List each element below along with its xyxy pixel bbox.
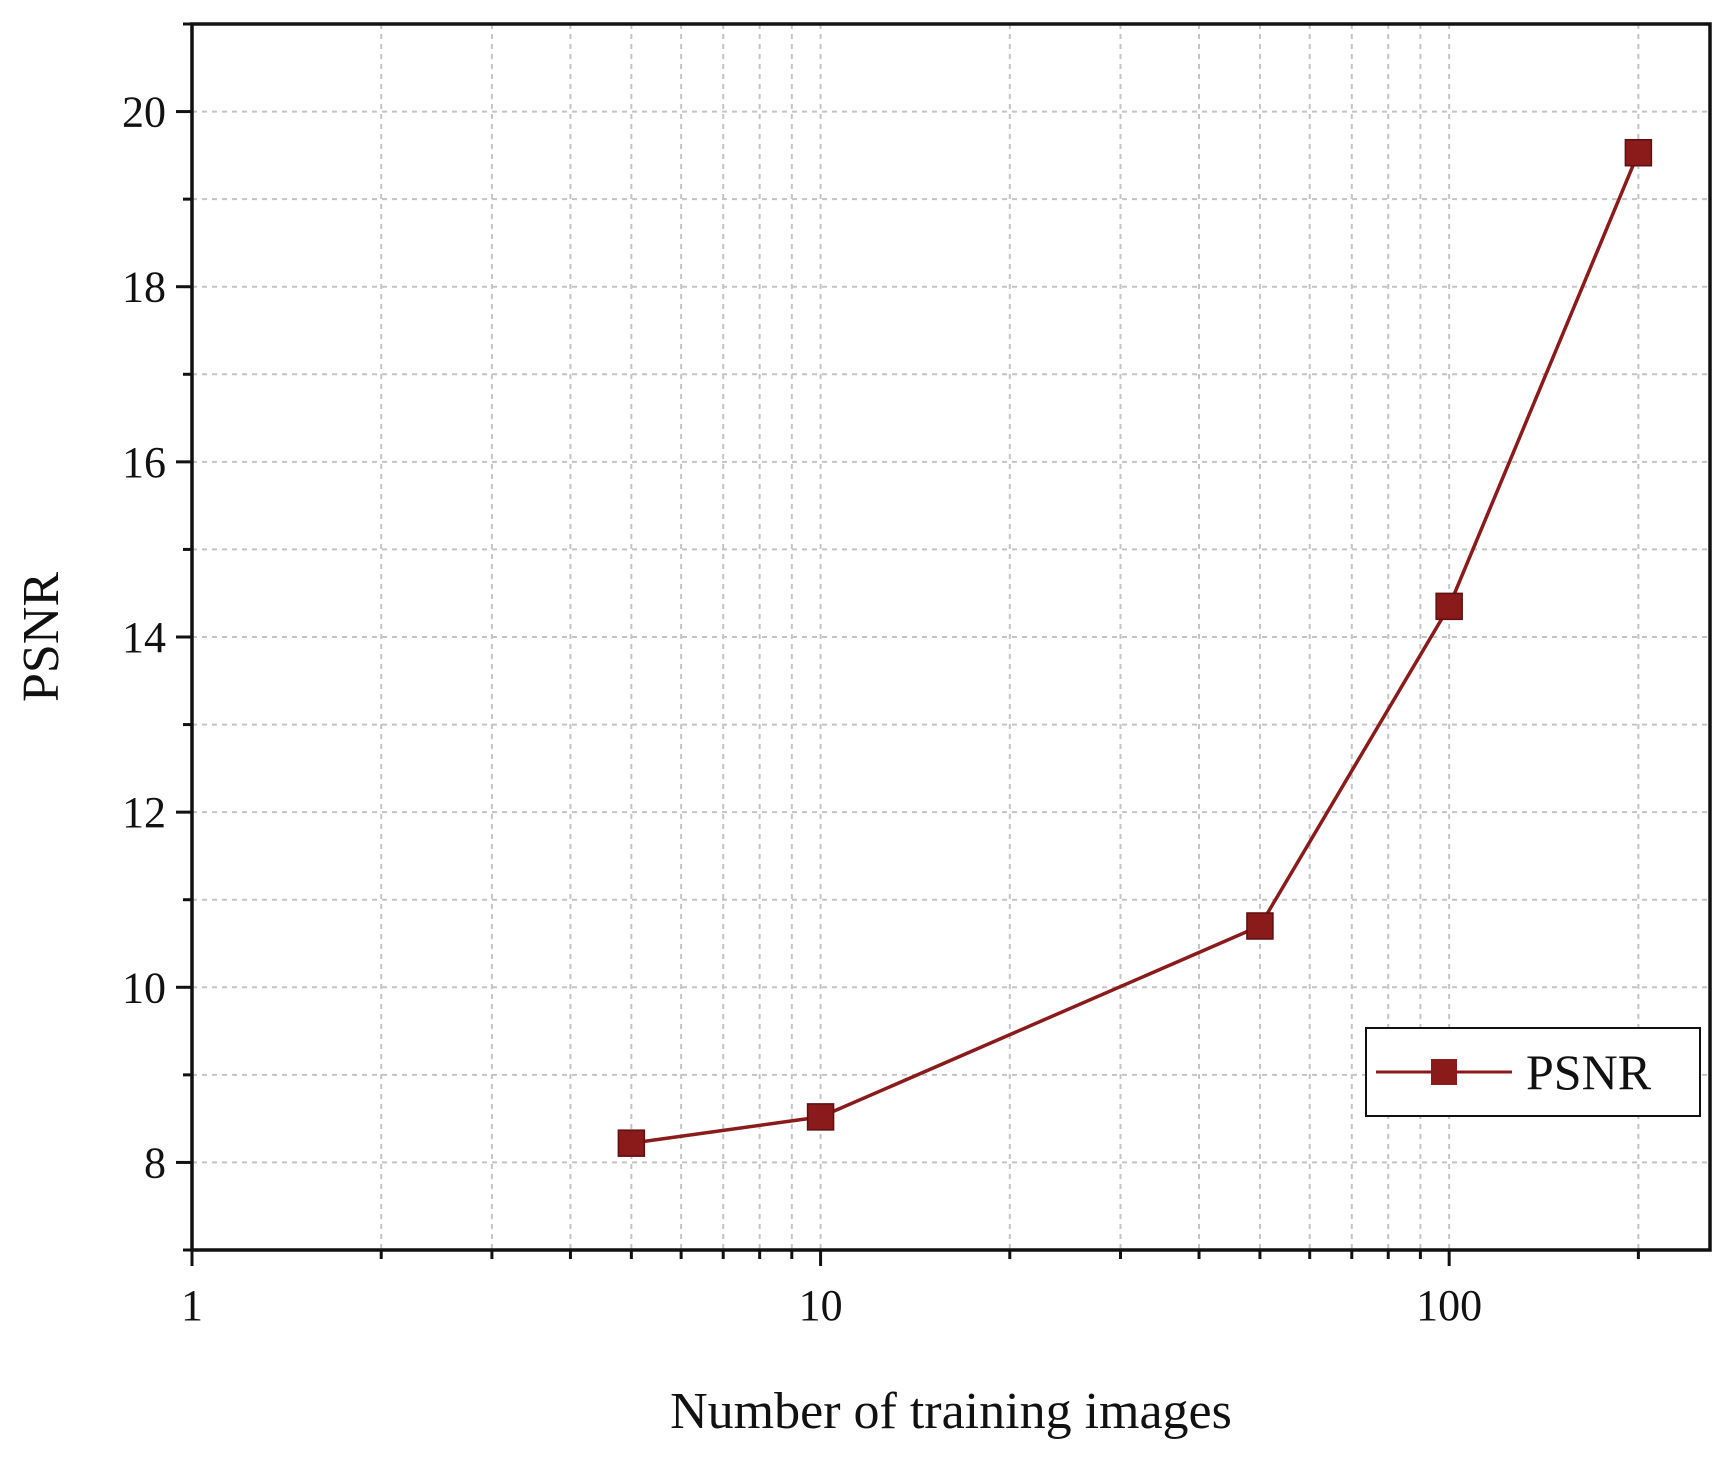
x-axis-title: Number of training images — [670, 1383, 1232, 1440]
y-tick-label: 20 — [122, 88, 166, 137]
x-tick-label: 1 — [181, 1281, 203, 1330]
y-tick-label: 16 — [122, 438, 166, 487]
legend-label: PSNR — [1526, 1044, 1652, 1100]
legend-marker-square — [1431, 1059, 1457, 1085]
data-point-marker — [1435, 592, 1463, 621]
y-tick-label: 10 — [122, 963, 166, 1012]
x-tick-labels: 1 10 100 — [181, 1281, 1482, 1330]
ticks-layer — [176, 22, 1640, 1266]
data-point-marker — [617, 1129, 646, 1157]
legend: PSNR — [1365, 1027, 1701, 1117]
data-point-marker — [1246, 912, 1274, 940]
grid-layer — [192, 24, 1710, 1250]
y-tick-label: 14 — [122, 613, 166, 662]
data-point-marker — [1624, 138, 1653, 167]
y-tick-label: 12 — [122, 788, 166, 837]
y-tick-label: 8 — [144, 1138, 166, 1187]
y-axis-title: PSNR — [13, 572, 70, 702]
x-tick-label: 100 — [1416, 1281, 1482, 1330]
y-tick-label: 18 — [122, 263, 166, 312]
series-layer — [617, 138, 1653, 1157]
data-point-marker — [806, 1103, 835, 1131]
series-line-psnr — [631, 152, 1640, 1145]
x-tick-label: 10 — [799, 1281, 843, 1330]
y-tick-labels: 8 10 12 14 16 18 20 — [122, 88, 166, 1188]
